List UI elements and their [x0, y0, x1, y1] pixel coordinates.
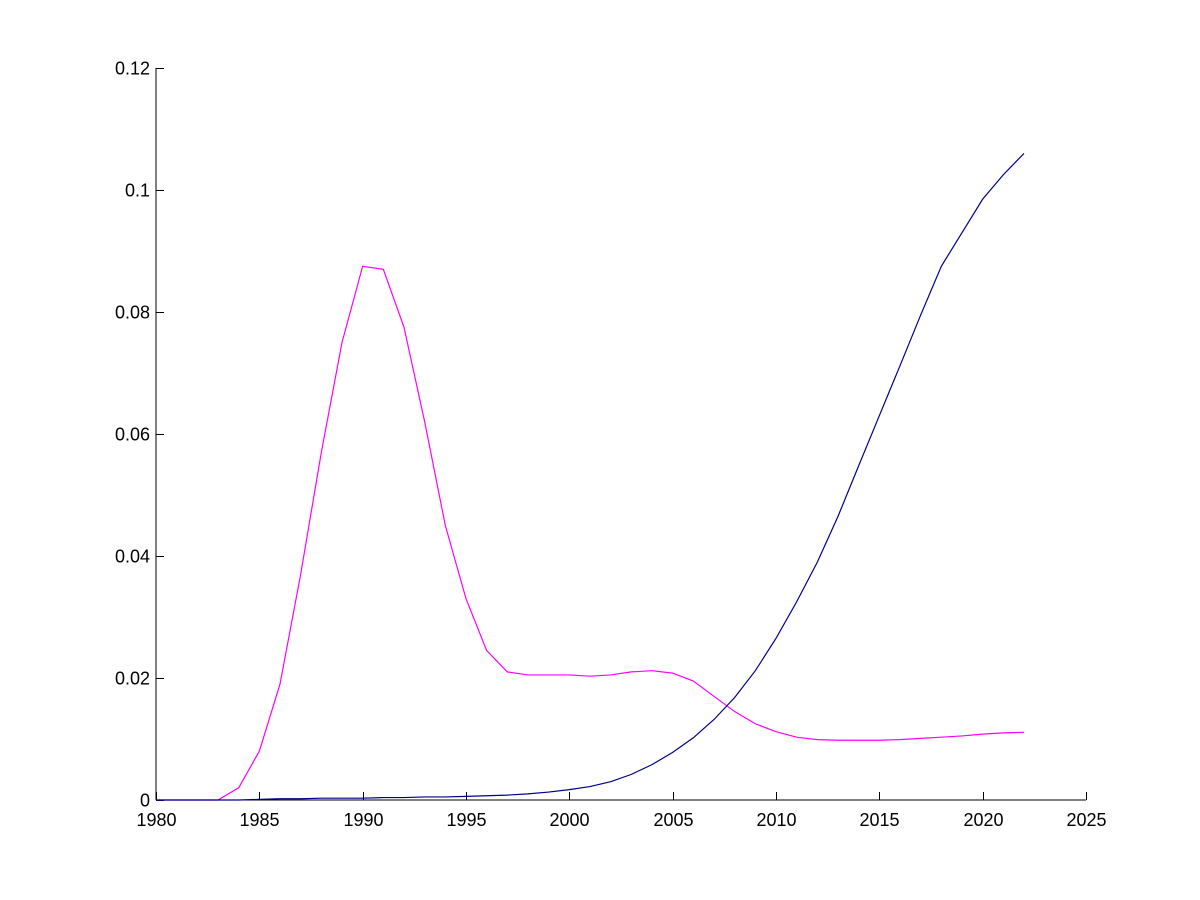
series-line-1 [156, 265, 1025, 801]
chart-series [156, 152, 1025, 801]
x-tick-label: 1995 [446, 810, 486, 830]
x-tick-label: 2005 [653, 810, 693, 830]
y-tick-label: 0.04 [115, 547, 150, 567]
x-tick-label: 2020 [963, 810, 1003, 830]
y-tick-label: 0.02 [115, 669, 150, 689]
x-tick-label: 2000 [549, 810, 589, 830]
x-tick-label: 2025 [1066, 810, 1106, 830]
y-tick-label: 0.08 [115, 303, 150, 323]
x-tick-label: 2015 [859, 810, 899, 830]
x-tick-label: 1990 [343, 810, 383, 830]
chart-axes: 1980 1985 1990 1995 2000 2005 2010 2015 2020 2025… [115, 59, 1107, 831]
y-tick-label: 0 [140, 791, 150, 811]
x-tick-label: 1980 [136, 810, 176, 830]
series-line-2 [156, 152, 1025, 801]
x-tick-label: 2010 [756, 810, 796, 830]
y-tick-label: 0.12 [115, 59, 150, 79]
y-tick-label: 0.1 [125, 181, 150, 201]
x-tick-label: 1985 [239, 810, 279, 830]
y-tick-label: 0.06 [115, 425, 150, 445]
